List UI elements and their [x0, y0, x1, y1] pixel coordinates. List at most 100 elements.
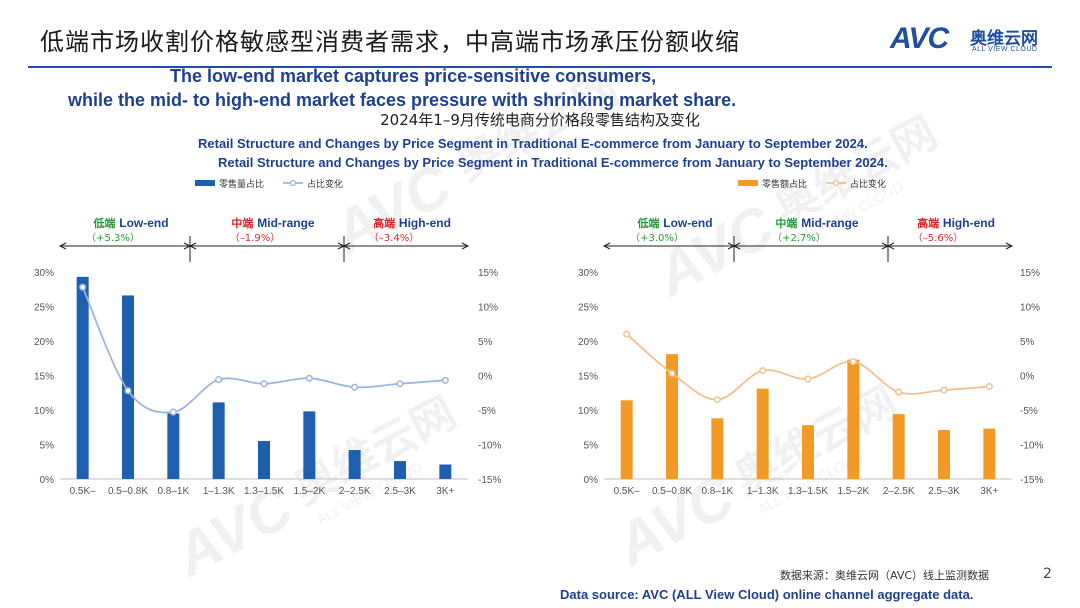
logo-mark: AVC [890, 22, 949, 55]
segment-change: （–1.9%） [230, 232, 280, 244]
series-line [626, 333, 990, 401]
y-tick-right: -10% [478, 441, 501, 452]
x-tick-label: 1–1.3K [203, 486, 235, 497]
segment-arrowhead [732, 242, 741, 250]
source-note-en: Data source: AVC (ALL View Cloud) online… [560, 587, 974, 602]
segment-label-cn: 高端 [917, 216, 943, 230]
bar [76, 276, 89, 479]
segment-label-en: Low-end [119, 216, 168, 230]
x-tick-label: 1–1.3K [747, 486, 779, 497]
x-tick-label: 3K+ [436, 486, 454, 497]
summary-line-2: while the mid- to high-end market faces … [68, 90, 737, 110]
y-tick-left: 10% [578, 406, 598, 417]
segment-label: 高端 High-end [917, 216, 995, 230]
segment-change: （+5.3%） [86, 232, 140, 244]
segment-change: （+3.0%） [630, 232, 684, 244]
legend-line-label: 占比变化 [307, 178, 343, 190]
bar [892, 414, 905, 479]
header-divider [28, 66, 1052, 68]
bar [348, 450, 361, 479]
bar [802, 425, 814, 479]
chart-subtitle-cn: 2024年1–9月传统电商分价格段零售结构及变化 [380, 111, 700, 129]
line-point [895, 388, 903, 396]
line-point [441, 376, 449, 384]
bar [983, 428, 996, 479]
segment-label-en: Mid-range [257, 216, 315, 230]
line-point [79, 283, 87, 291]
x-tick-label: 3K+ [980, 486, 998, 497]
x-tick-label: 0.5K– [70, 486, 97, 497]
segment-label: 高端 High-end [373, 216, 451, 230]
legend-bar-label: 零售量占比 [219, 178, 264, 190]
bar [303, 411, 316, 479]
segment-arrowhead [58, 242, 67, 250]
bar [938, 430, 950, 479]
summary-line-1: The low-end market captures price-sensit… [170, 66, 657, 86]
segment-label-en: High-end [943, 216, 995, 230]
segment-arrowhead [602, 242, 611, 250]
legend-line-label: 占比变化 [850, 178, 886, 190]
segment-label: 中端 Mid-range [231, 216, 315, 230]
x-tick-label: 2.5–3K [928, 486, 960, 497]
x-tick-label: 1.5–2K [293, 486, 325, 497]
source-note-cn: 数据来源：奥维云网（AVC）线上监测数据 [780, 569, 990, 582]
segment-label: 低端 Low-end [636, 216, 712, 230]
segment-label: 低端 Low-end [92, 216, 168, 230]
y-tick-right: 5% [1020, 337, 1035, 348]
y-tick-right: 10% [478, 303, 498, 314]
line-point [124, 387, 132, 395]
y-tick-right: 15% [1020, 268, 1040, 279]
line-point [668, 369, 676, 377]
x-tick-label: 1.3–1.5K [244, 486, 284, 497]
brand-logo: AVC 奥维云网 ALL VIEW CLOUD [890, 22, 1060, 58]
y-tick-right: 0% [1020, 372, 1035, 383]
line-point [260, 380, 268, 388]
segment-label-cn: 低端 [636, 216, 663, 230]
line-point [849, 358, 857, 366]
chart-title-en-2: Retail Structure and Changes by Price Se… [218, 155, 888, 170]
y-tick-right: 15% [478, 268, 498, 279]
y-tick-right: -15% [1020, 475, 1043, 486]
legend-bar-swatch [195, 180, 215, 186]
line-point [985, 382, 993, 391]
x-tick-label: 0.5K– [614, 486, 641, 497]
x-tick-label: 1.3–1.5K [788, 486, 828, 497]
y-tick-left: 0% [40, 475, 55, 486]
segment-change: （–5.6%） [913, 232, 963, 244]
x-tick-label: 2–2.5K [883, 486, 915, 497]
line-point [940, 386, 948, 394]
legend-bar-swatch [738, 180, 758, 186]
x-tick-label: 0.5–0.8K [652, 486, 692, 497]
y-tick-right: -15% [478, 475, 501, 486]
segment-label-cn: 低端 [92, 216, 119, 230]
y-tick-right: -5% [1020, 406, 1038, 417]
segment-label-en: Mid-range [801, 216, 859, 230]
segment-arrowhead [461, 242, 470, 250]
segment-label-en: Low-end [663, 216, 712, 230]
bar [711, 418, 724, 479]
y-tick-left: 5% [40, 441, 55, 452]
segment-arrowhead [188, 242, 197, 250]
x-tick-label: 0.5–0.8K [108, 486, 148, 497]
y-tick-left: 25% [34, 303, 54, 314]
logo-en-text: ALL VIEW CLOUD [972, 46, 1038, 53]
bar [847, 359, 860, 479]
x-tick-label: 1.5–2K [837, 486, 869, 497]
page-title: 低端市场收割价格敏感型消费者需求，中高端市场承压份额收缩 [40, 28, 740, 56]
chart-1: 0% 5% 10% 15% 20% 25% 30% -15% -10% -5% 0% 5% 10% 15%… [34, 178, 501, 497]
legend-line-marker [832, 179, 840, 187]
y-tick-left: 30% [578, 268, 598, 279]
y-tick-left: 5% [584, 441, 599, 452]
y-tick-right: -5% [478, 406, 496, 417]
y-tick-left: 25% [578, 303, 598, 314]
chart-title-en-1: Retail Structure and Changes by Price Se… [198, 136, 868, 151]
bar [439, 464, 452, 479]
segment-arrowhead [342, 242, 351, 250]
y-tick-right: 5% [478, 337, 493, 348]
line-point [215, 376, 223, 384]
line-point [351, 383, 359, 391]
segment-arrowhead [886, 242, 895, 250]
bar [394, 461, 406, 479]
y-tick-left: 15% [34, 372, 54, 383]
